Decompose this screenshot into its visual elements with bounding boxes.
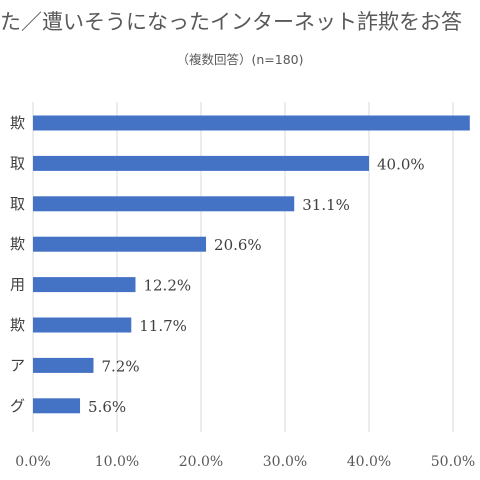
x-tick-label: 20.0%	[179, 454, 223, 470]
x-tick-label: 0.0%	[15, 454, 51, 470]
category-label: 欺	[10, 316, 25, 334]
x-tick-label: 10.0%	[95, 454, 139, 470]
bars	[33, 115, 470, 414]
data-label: 40.0%	[377, 155, 425, 173]
x-tick-label: 40.0%	[347, 454, 391, 470]
bar	[33, 317, 132, 333]
chart-subtitle: （複数回答）(n=180)	[176, 52, 304, 67]
data-labels: 40.0% 31.1% 20.6% 12.2% 11.7% 7.2% 5.6%	[88, 155, 425, 415]
category-label: 欺	[10, 114, 25, 132]
data-label: 20.6%	[214, 236, 262, 254]
x-tick-labels: 0.0% 10.0% 20.0% 30.0% 40.0% 50.0%	[15, 454, 475, 470]
category-label: 用	[10, 276, 25, 294]
x-tick-label: 50.0%	[431, 454, 475, 470]
data-label: 5.6%	[88, 398, 126, 416]
bar	[33, 277, 136, 293]
bar	[33, 155, 369, 171]
category-label: グ	[10, 397, 25, 415]
category-label: 取	[10, 195, 25, 213]
data-label: 12.2%	[143, 277, 191, 295]
x-tick-label: 30.0%	[263, 454, 307, 470]
bar	[33, 196, 295, 212]
data-label: 31.1%	[302, 196, 350, 214]
data-label: 11.7%	[139, 317, 187, 335]
category-label: 取	[10, 154, 25, 172]
bar	[33, 357, 94, 373]
chart-title: た／遭いそうになったインターネット詐欺をお答	[0, 10, 462, 34]
bar	[33, 115, 470, 131]
bar	[33, 236, 207, 252]
category-label: 欺	[10, 235, 25, 253]
gridlines	[32, 102, 454, 432]
data-label: 7.2%	[101, 357, 139, 375]
bar	[33, 398, 81, 414]
category-label: ア	[10, 356, 25, 374]
